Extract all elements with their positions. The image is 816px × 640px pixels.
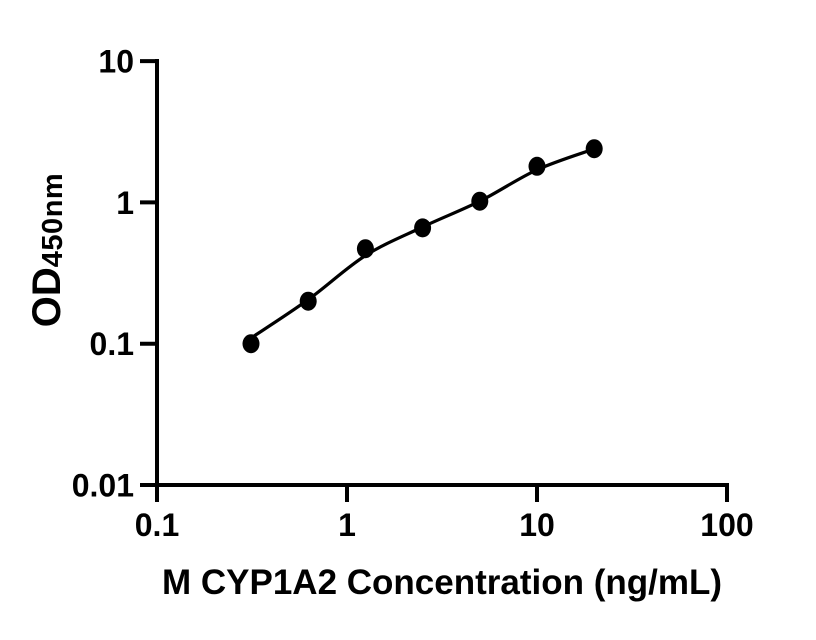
x-tick-label: 10 xyxy=(519,507,555,543)
y-axis-title-subscript: 450nm xyxy=(37,172,69,268)
x-tick-label: 100 xyxy=(700,507,753,543)
data-point-marker xyxy=(585,139,603,159)
data-point-marker xyxy=(414,218,432,238)
data-point-marker xyxy=(471,191,489,211)
x-tick-label: 1 xyxy=(338,507,356,543)
x-axis-title: M CYP1A2 Concentration (ng/mL) xyxy=(161,563,723,602)
data-point-marker xyxy=(528,156,546,176)
y-tick-label: 0.01 xyxy=(72,468,134,504)
data-point-marker xyxy=(299,291,317,311)
y-tick-label: 10 xyxy=(98,44,134,80)
data-point-marker xyxy=(242,334,260,354)
y-axis-title: OD450nm xyxy=(25,172,69,328)
y-tick-label: 1 xyxy=(116,185,134,221)
x-tick-label: 0.1 xyxy=(135,507,179,543)
y-tick-label: 0.1 xyxy=(90,326,134,362)
data-point-marker xyxy=(356,239,374,259)
y-axis-title-main: OD xyxy=(25,267,69,328)
